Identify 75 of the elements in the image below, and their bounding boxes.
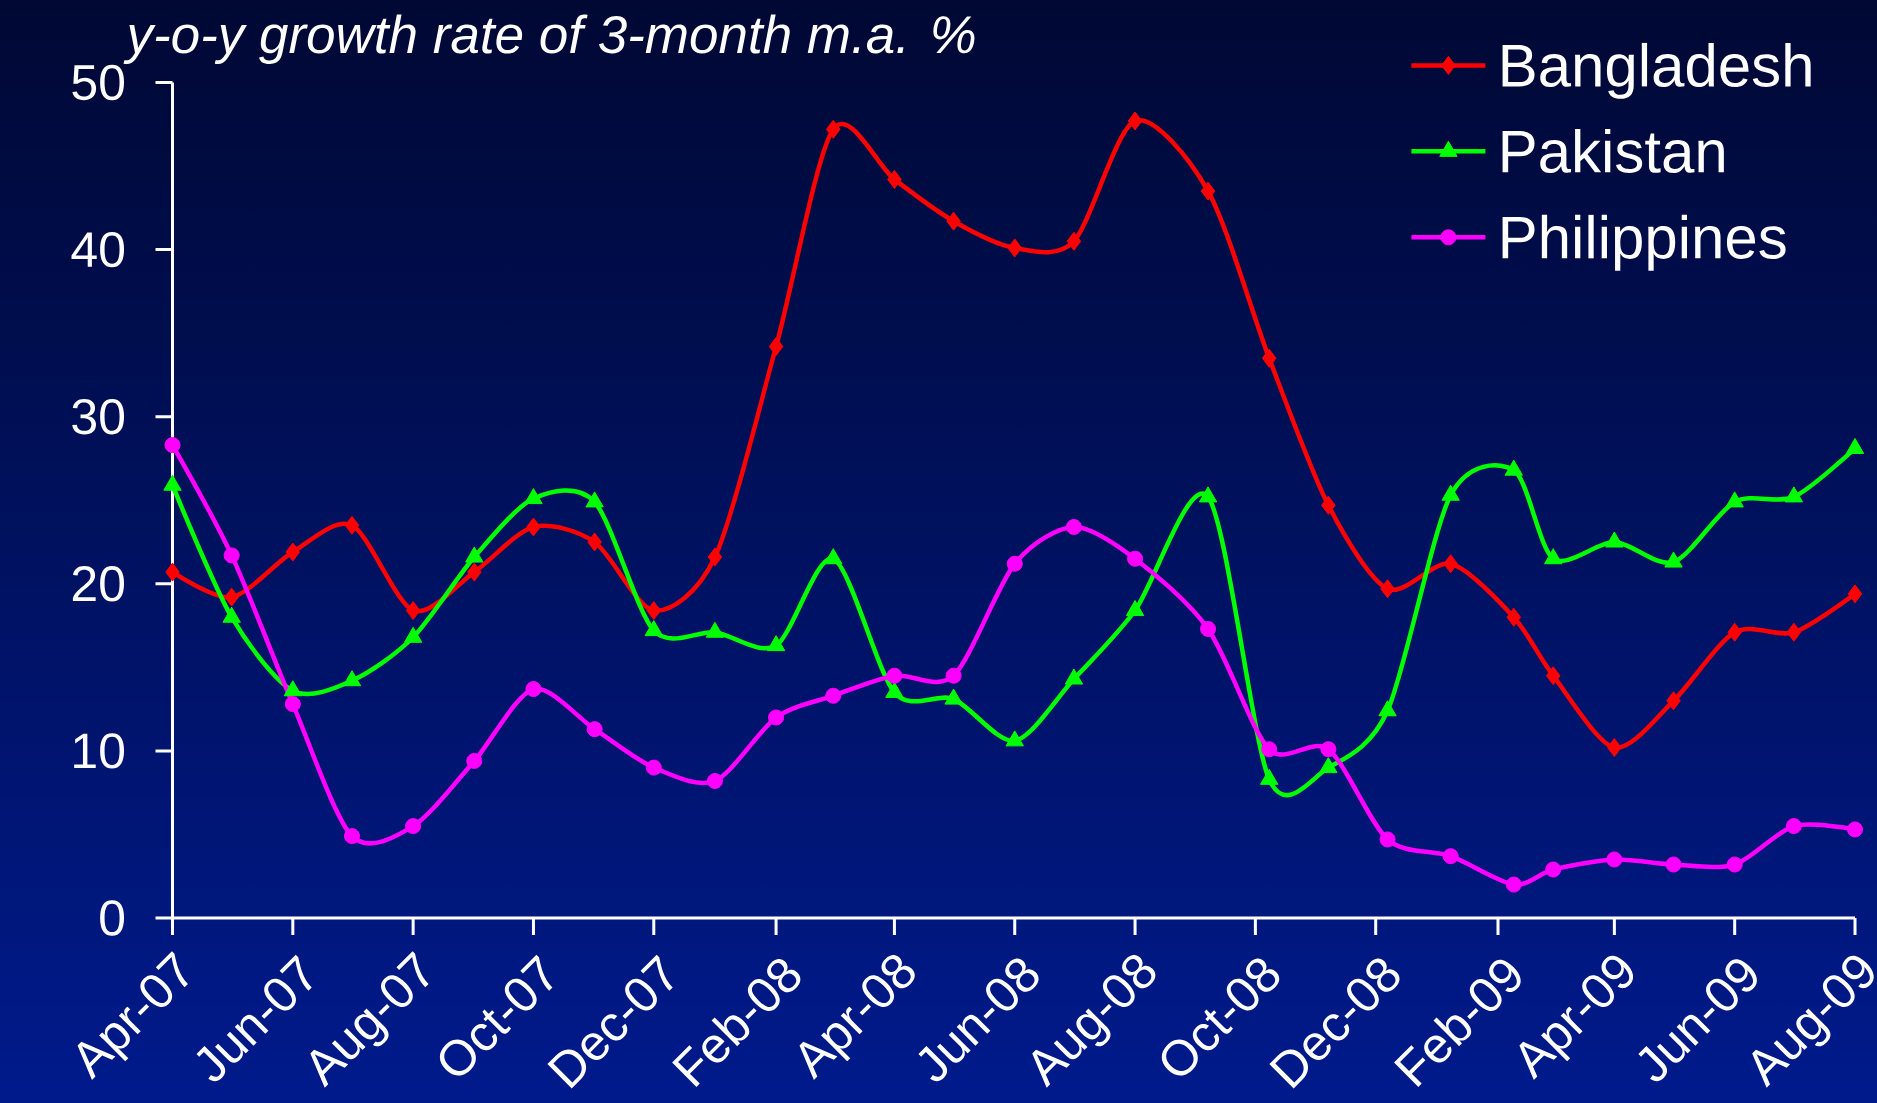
point — [706, 772, 723, 789]
point — [1544, 548, 1563, 565]
point — [405, 601, 421, 621]
point — [525, 681, 542, 698]
point — [284, 696, 301, 713]
point — [1665, 856, 1682, 873]
point — [1785, 818, 1802, 835]
point — [1261, 741, 1278, 758]
point — [824, 548, 843, 565]
point — [946, 211, 961, 231]
point — [285, 542, 301, 562]
point — [344, 828, 360, 845]
point — [1125, 600, 1145, 617]
point — [646, 601, 662, 621]
point — [766, 635, 786, 652]
point — [645, 759, 662, 776]
point — [707, 547, 723, 567]
point — [586, 721, 603, 738]
point — [1127, 550, 1144, 567]
point — [1847, 584, 1863, 604]
point — [165, 562, 180, 582]
point — [223, 547, 240, 564]
point — [768, 337, 784, 357]
point — [526, 517, 541, 537]
point — [1066, 231, 1082, 251]
point — [1127, 111, 1143, 131]
point — [1320, 741, 1337, 758]
y-tick-label: 20 — [72, 566, 125, 602]
point — [1319, 757, 1338, 774]
point — [587, 532, 602, 552]
y-axis-title: y-o-y growth rate of 3-month m.a. % — [123, 14, 975, 64]
point — [1726, 856, 1743, 873]
point — [164, 437, 181, 454]
y-tick-label: 10 — [74, 733, 125, 769]
point — [1545, 861, 1562, 878]
point — [344, 515, 360, 535]
point — [1606, 851, 1623, 868]
point — [1786, 622, 1802, 642]
point — [826, 119, 841, 139]
point — [1443, 554, 1458, 574]
point — [1505, 876, 1522, 893]
point — [945, 667, 962, 684]
point — [887, 169, 902, 189]
point — [405, 818, 422, 835]
point — [467, 562, 482, 582]
legend-label: Pakistan — [1502, 128, 1724, 173]
point — [768, 709, 785, 726]
y-tick-label: 40 — [71, 231, 125, 268]
point — [1379, 831, 1396, 848]
point — [1200, 181, 1216, 201]
point — [466, 752, 483, 769]
point — [1321, 495, 1336, 515]
point — [1727, 622, 1742, 642]
point — [524, 488, 543, 505]
point — [825, 687, 842, 704]
point — [224, 587, 239, 607]
y-tick-label: 0 — [100, 900, 125, 936]
point — [1545, 666, 1561, 686]
point — [1666, 691, 1681, 711]
point — [1065, 518, 1082, 535]
point — [1847, 821, 1864, 838]
point — [644, 620, 663, 637]
point — [1607, 738, 1622, 758]
point — [1261, 348, 1277, 368]
point — [1006, 555, 1023, 572]
point — [1007, 238, 1022, 258]
y-tick-label: 30 — [72, 399, 125, 435]
point — [1200, 620, 1217, 637]
legend-label: Philippines — [1502, 214, 1786, 271]
legend-label: Bangladesh — [1502, 42, 1811, 99]
point — [1506, 607, 1522, 627]
point — [1380, 579, 1395, 599]
point — [886, 667, 903, 684]
y-tick-label: 50 — [72, 64, 125, 101]
point — [1442, 848, 1459, 865]
